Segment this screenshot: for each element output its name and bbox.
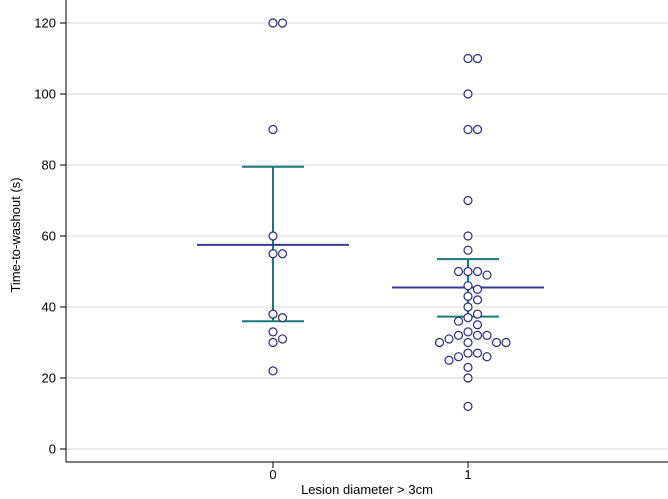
- data-point: [463, 231, 473, 241]
- data-point: [268, 327, 278, 337]
- data-point: [277, 18, 288, 28]
- x-tick-label: 0: [269, 467, 276, 482]
- x-axis-title: Lesion diameter > 3cm: [301, 482, 433, 497]
- data-point: [277, 313, 288, 323]
- data-point: [463, 348, 473, 358]
- data-point: [463, 195, 473, 206]
- data-point: [463, 401, 473, 411]
- data-point: [472, 295, 483, 305]
- y-axis-title: Time-to-washout (s): [8, 177, 23, 292]
- x-tick-label: 1: [464, 467, 471, 482]
- data-point: [463, 291, 473, 301]
- data-point: [472, 124, 483, 135]
- data-point: [268, 309, 278, 319]
- data-point: [472, 266, 483, 277]
- tick-labels: 0 20 40 60 80 100 120 0 1: [34, 16, 471, 483]
- data-point: [268, 249, 278, 259]
- data-point: [268, 366, 278, 376]
- data-point: [434, 337, 445, 348]
- y-tick-label: 40: [42, 300, 56, 315]
- data-point: [268, 231, 278, 241]
- data-point: [472, 53, 483, 64]
- data-point: [453, 330, 464, 340]
- data-point: [463, 313, 473, 323]
- axes: [60, 0, 668, 468]
- data-point: [268, 337, 278, 348]
- error-bars: [197, 165, 544, 323]
- data-point: [472, 348, 483, 358]
- data-point: [482, 270, 492, 280]
- data-point: [472, 284, 483, 294]
- data-point: [463, 302, 473, 312]
- data-points: [268, 18, 511, 411]
- y-tick-label: 100: [34, 87, 56, 102]
- data-point: [463, 281, 473, 291]
- data-point: [463, 245, 473, 255]
- data-point: [444, 355, 454, 365]
- data-point: [463, 327, 473, 337]
- data-point: [453, 266, 464, 277]
- data-point: [482, 352, 492, 362]
- grid-lines: [66, 22, 668, 450]
- y-tick-label: 20: [42, 371, 56, 386]
- data-point: [463, 53, 473, 64]
- data-point: [463, 89, 473, 99]
- data-point: [472, 320, 483, 330]
- data-point: [268, 124, 278, 135]
- data-point: [463, 373, 473, 383]
- data-point: [453, 316, 464, 326]
- data-point: [501, 337, 511, 348]
- y-tick-label: 120: [34, 16, 56, 31]
- y-tick-label: 0: [49, 442, 56, 457]
- y-tick-label: 60: [42, 229, 56, 244]
- data-point: [482, 330, 492, 340]
- data-point: [472, 330, 483, 340]
- data-point: [277, 334, 288, 344]
- data-point: [277, 249, 288, 259]
- data-point: [463, 124, 473, 135]
- data-point: [463, 266, 473, 277]
- data-point: [444, 334, 454, 344]
- data-point: [453, 352, 464, 362]
- data-point: [491, 337, 502, 348]
- data-point: [472, 309, 483, 319]
- data-point: [463, 362, 473, 372]
- data-point: [268, 18, 278, 28]
- data-point: [463, 337, 473, 348]
- y-tick-label: 80: [42, 158, 56, 173]
